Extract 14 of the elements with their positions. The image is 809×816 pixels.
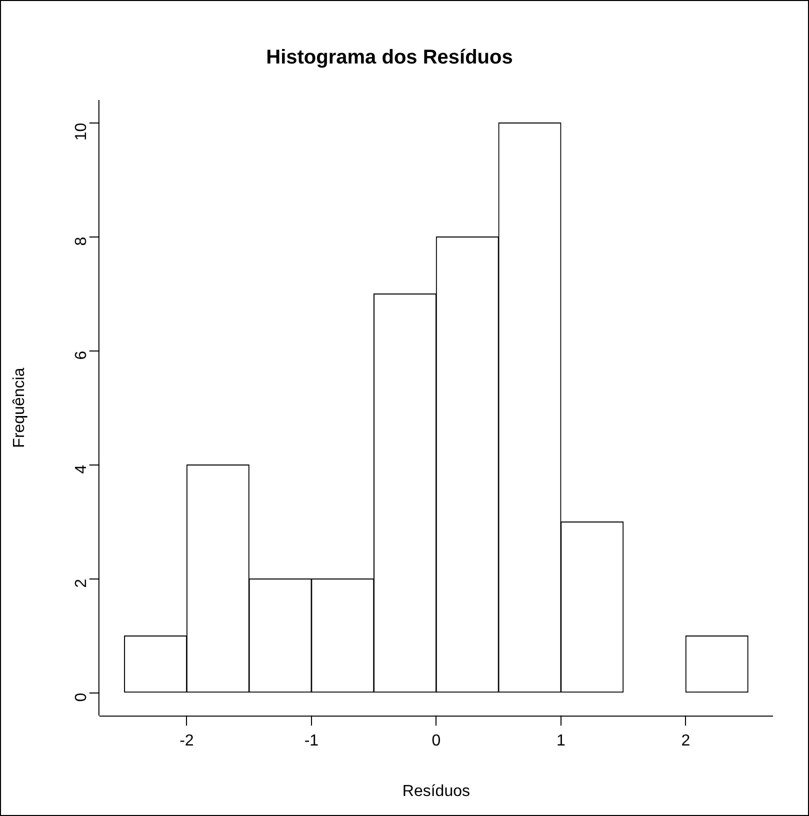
x-tick-label: 0 — [432, 732, 441, 750]
y-axis-title: Frequência — [11, 368, 28, 448]
x-tick-label: 2 — [681, 732, 690, 750]
y-tick-label: 8 — [72, 236, 90, 246]
x-tick-label: -2 — [180, 732, 194, 750]
x-tick-label: 1 — [556, 732, 566, 750]
y-tick-label: 6 — [72, 350, 90, 360]
y-tick-label: 2 — [72, 578, 90, 588]
y-tick-label: 10 — [72, 122, 90, 141]
y-tick-label: 4 — [72, 464, 90, 474]
x-tick-label: -1 — [304, 732, 319, 750]
x-axis-title: Resíduos — [402, 782, 470, 800]
chart-title: Histograma dos Resíduos — [266, 46, 513, 69]
y-tick-label: 0 — [72, 692, 90, 702]
